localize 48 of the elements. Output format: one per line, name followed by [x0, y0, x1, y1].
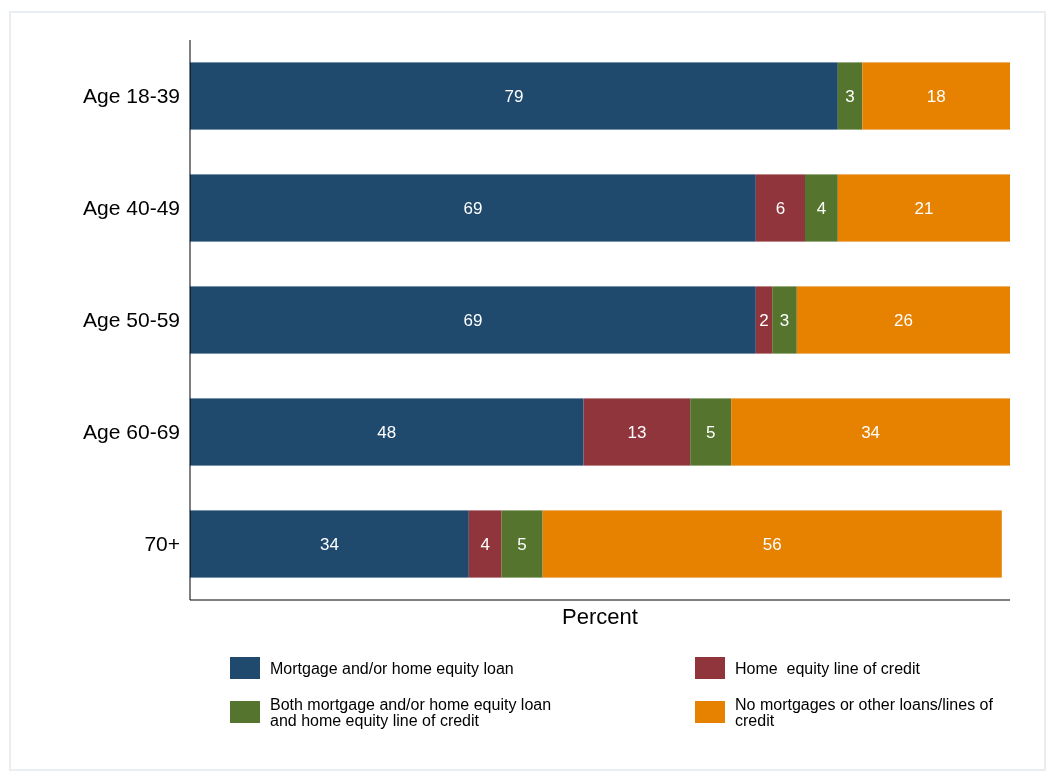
data-label: 2: [759, 310, 769, 330]
legend-label: Both mortgage and/or home equity loan and home equity line of credit: [270, 695, 552, 729]
bar: [755, 174, 805, 242]
bar: [755, 286, 773, 354]
data-label: 69: [463, 310, 483, 330]
bar: [190, 62, 838, 130]
y-tick-label: Age 50-59: [83, 308, 180, 332]
bar: [731, 398, 1010, 466]
bar: [837, 62, 863, 130]
data-label: 13: [627, 422, 647, 442]
bar: [190, 510, 469, 578]
data-label: 21: [914, 198, 934, 218]
data-label: 5: [517, 534, 527, 554]
x-axis-title: Percent: [562, 604, 638, 629]
data-label: 4: [816, 198, 827, 218]
data-label: 6: [775, 198, 786, 218]
data-label: 34: [319, 534, 339, 554]
y-tick-label: 70+: [144, 532, 180, 556]
data-label: 3: [779, 310, 790, 330]
bar: [837, 174, 1010, 242]
bar: [862, 62, 1010, 130]
data-label: 34: [861, 422, 881, 442]
data-label: 79: [504, 86, 524, 106]
bar: [190, 286, 756, 354]
bar: [805, 174, 838, 242]
y-tick-label: Age 40-49: [83, 196, 180, 220]
data-label: 48: [377, 422, 397, 442]
bar: [583, 398, 691, 466]
bar: [190, 398, 584, 466]
bar: [501, 510, 543, 578]
bar: [772, 286, 797, 354]
legend-label: Home equity line of credit: [735, 659, 921, 677]
bar: [190, 174, 756, 242]
y-tick-label: Age 18-39: [83, 84, 180, 108]
data-label: 69: [463, 198, 483, 218]
data-label: 56: [762, 534, 782, 554]
data-label: 18: [926, 86, 946, 106]
legend-label: Mortgage and/or home equity loan: [270, 659, 514, 677]
data-label: 5: [705, 422, 716, 442]
data-label: 3: [845, 86, 855, 106]
data-label: 4: [480, 534, 490, 554]
data-label: 26: [893, 310, 913, 330]
y-tick-label: Age 60-69: [83, 420, 180, 444]
bar: [690, 398, 732, 466]
bar: [468, 510, 502, 578]
legend-label: No mortgages or other loans/lines of credit: [735, 695, 994, 729]
bar: [542, 510, 1002, 578]
bar: [796, 286, 1010, 354]
